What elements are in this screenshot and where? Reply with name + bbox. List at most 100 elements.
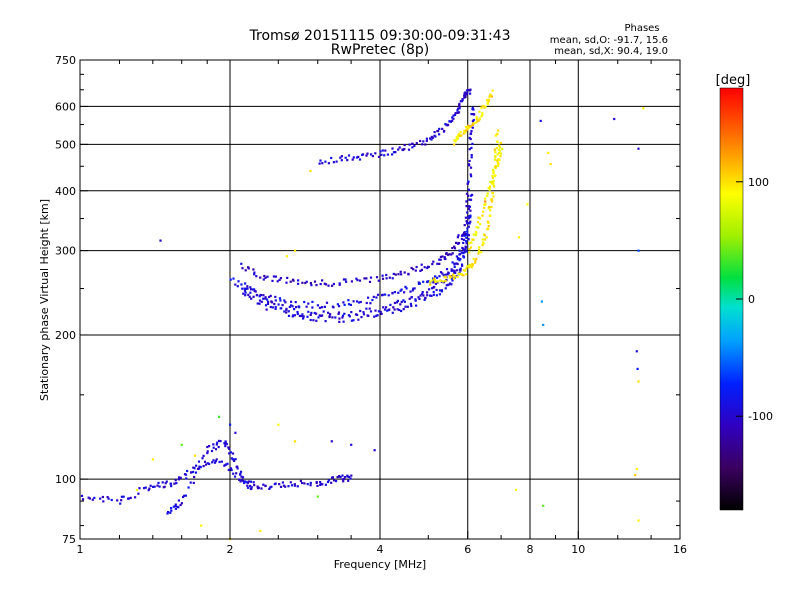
data-point xyxy=(469,194,473,197)
data-points xyxy=(80,88,645,541)
data-point xyxy=(268,487,271,490)
data-point xyxy=(498,151,501,155)
data-point xyxy=(489,180,492,183)
data-point xyxy=(398,308,401,312)
data-point xyxy=(439,279,442,282)
data-point xyxy=(344,156,347,159)
data-point xyxy=(472,233,475,236)
data-point xyxy=(385,306,388,309)
data-point xyxy=(484,202,487,206)
data-point xyxy=(464,94,467,97)
data-point xyxy=(206,445,209,449)
data-point xyxy=(270,300,273,303)
data-point xyxy=(423,298,426,301)
data-point xyxy=(285,311,288,314)
data-point xyxy=(449,120,452,123)
data-point xyxy=(461,246,464,249)
data-point xyxy=(439,271,443,274)
data-point xyxy=(249,286,252,289)
data-point xyxy=(453,247,457,250)
data-point xyxy=(461,264,464,267)
axes: 1 2 4 6 8 10 16 75 100 200 300 400 500 600 750 xyxy=(55,54,687,556)
data-point xyxy=(293,483,296,486)
data-point xyxy=(477,252,480,255)
data-point xyxy=(184,494,187,497)
data-point xyxy=(441,255,444,258)
data-point xyxy=(240,283,243,286)
data-point xyxy=(399,270,402,273)
data-point xyxy=(249,480,253,483)
data-point xyxy=(338,282,341,285)
data-point xyxy=(451,246,454,250)
data-point xyxy=(199,466,202,469)
data-point xyxy=(379,150,382,153)
data-point xyxy=(477,216,480,219)
data-point xyxy=(380,153,383,156)
data-point xyxy=(309,481,312,484)
data-point xyxy=(449,282,452,285)
data-point xyxy=(410,304,413,308)
data-point xyxy=(198,465,201,468)
data-point xyxy=(352,156,355,159)
data-point xyxy=(439,255,442,258)
data-point xyxy=(244,480,247,483)
data-point xyxy=(467,205,470,208)
data-point xyxy=(336,476,339,479)
data-point xyxy=(374,309,377,312)
data-point xyxy=(454,271,457,274)
data-point xyxy=(478,117,481,120)
data-point xyxy=(480,115,483,118)
data-point xyxy=(313,311,316,315)
data-point xyxy=(413,287,416,290)
data-point xyxy=(433,131,436,134)
data-point xyxy=(232,472,235,475)
data-point xyxy=(491,192,494,195)
data-point xyxy=(540,300,543,303)
data-point xyxy=(484,197,487,200)
data-point xyxy=(259,276,262,279)
data-point xyxy=(464,269,467,272)
data-point xyxy=(362,313,366,316)
data-point xyxy=(419,294,422,297)
data-point xyxy=(179,503,182,507)
data-point xyxy=(238,478,241,481)
data-point xyxy=(224,440,227,443)
data-point xyxy=(332,282,335,286)
data-point xyxy=(317,316,320,319)
data-point xyxy=(456,137,459,140)
data-point xyxy=(338,320,341,323)
data-point xyxy=(347,299,350,302)
data-point xyxy=(403,144,406,147)
data-point xyxy=(234,283,237,286)
data-point xyxy=(219,440,222,443)
data-point xyxy=(468,159,471,163)
data-point xyxy=(324,160,327,163)
data-point xyxy=(420,268,423,271)
data-point xyxy=(368,307,371,310)
data-point xyxy=(81,498,85,501)
data-point xyxy=(244,269,247,272)
data-point xyxy=(436,262,439,265)
data-point xyxy=(153,485,156,488)
data-point xyxy=(469,198,472,201)
data-point xyxy=(460,100,463,103)
data-point xyxy=(234,431,237,434)
data-point xyxy=(274,482,277,485)
data-point xyxy=(149,484,152,487)
data-point xyxy=(427,265,430,269)
data-point xyxy=(445,252,448,256)
data-point xyxy=(252,268,255,271)
data-point xyxy=(243,287,246,290)
data-point xyxy=(239,473,242,476)
data-point xyxy=(457,107,460,110)
data-point xyxy=(217,445,220,449)
data-point xyxy=(464,247,467,251)
data-point xyxy=(434,279,437,282)
data-point xyxy=(352,300,355,303)
data-point xyxy=(341,478,344,481)
data-point xyxy=(468,251,471,254)
data-point xyxy=(467,238,470,241)
data-point xyxy=(453,270,456,273)
data-point xyxy=(495,147,498,150)
data-point xyxy=(466,92,469,95)
